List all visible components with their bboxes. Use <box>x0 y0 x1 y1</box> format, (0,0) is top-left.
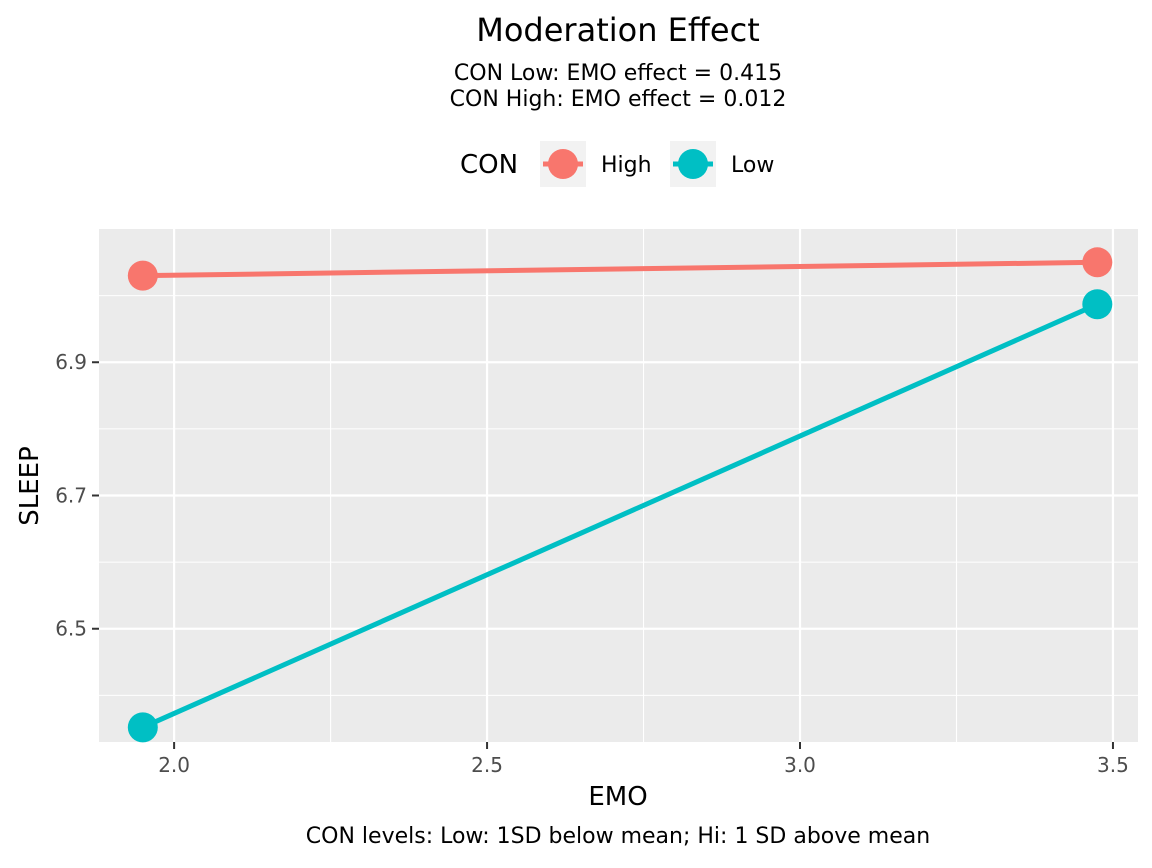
legend-key-dot-high <box>548 149 578 179</box>
x-tick-label: 3.5 <box>1097 753 1129 777</box>
chart-subtitle-line-2: CON High: EMO effect = 0.012 <box>450 87 787 112</box>
plot-panel <box>99 229 1138 742</box>
y-axis: 6.5 6.7 6.9 <box>55 350 99 641</box>
legend-key-dot-low <box>678 149 708 179</box>
y-tick-label: 6.9 <box>55 350 87 374</box>
y-axis-label: SLEEP <box>15 446 45 526</box>
grid-minor <box>99 229 1138 742</box>
chart-subtitle-line-1: CON Low: EMO effect = 0.415 <box>454 61 782 86</box>
series-layer <box>127 247 1113 743</box>
x-axis: 2.0 2.5 3.0 3.5 <box>158 742 1129 777</box>
series-line-low <box>141 301 1099 730</box>
series-point-high <box>127 260 158 291</box>
series-point-high <box>1082 247 1113 278</box>
y-tick-label: 6.5 <box>55 617 87 641</box>
series-line-high <box>142 259 1098 279</box>
x-axis-label: EMO <box>588 782 647 812</box>
legend: CON High Low <box>460 141 774 187</box>
x-tick-label: 3.0 <box>784 753 816 777</box>
chart-caption: CON levels: Low: 1SD below mean; Hi: 1 S… <box>306 824 930 849</box>
series-point-low <box>127 712 158 743</box>
chart-title: Moderation Effect <box>476 11 760 49</box>
x-tick-label: 2.5 <box>471 753 503 777</box>
legend-items: High Low <box>540 141 774 187</box>
y-tick-label: 6.7 <box>55 483 87 507</box>
legend-title: CON <box>460 150 518 180</box>
legend-label-high: High <box>601 153 652 178</box>
series-point-low <box>1082 289 1113 320</box>
x-tick-label: 2.0 <box>158 753 190 777</box>
legend-label-low: Low <box>731 153 774 178</box>
